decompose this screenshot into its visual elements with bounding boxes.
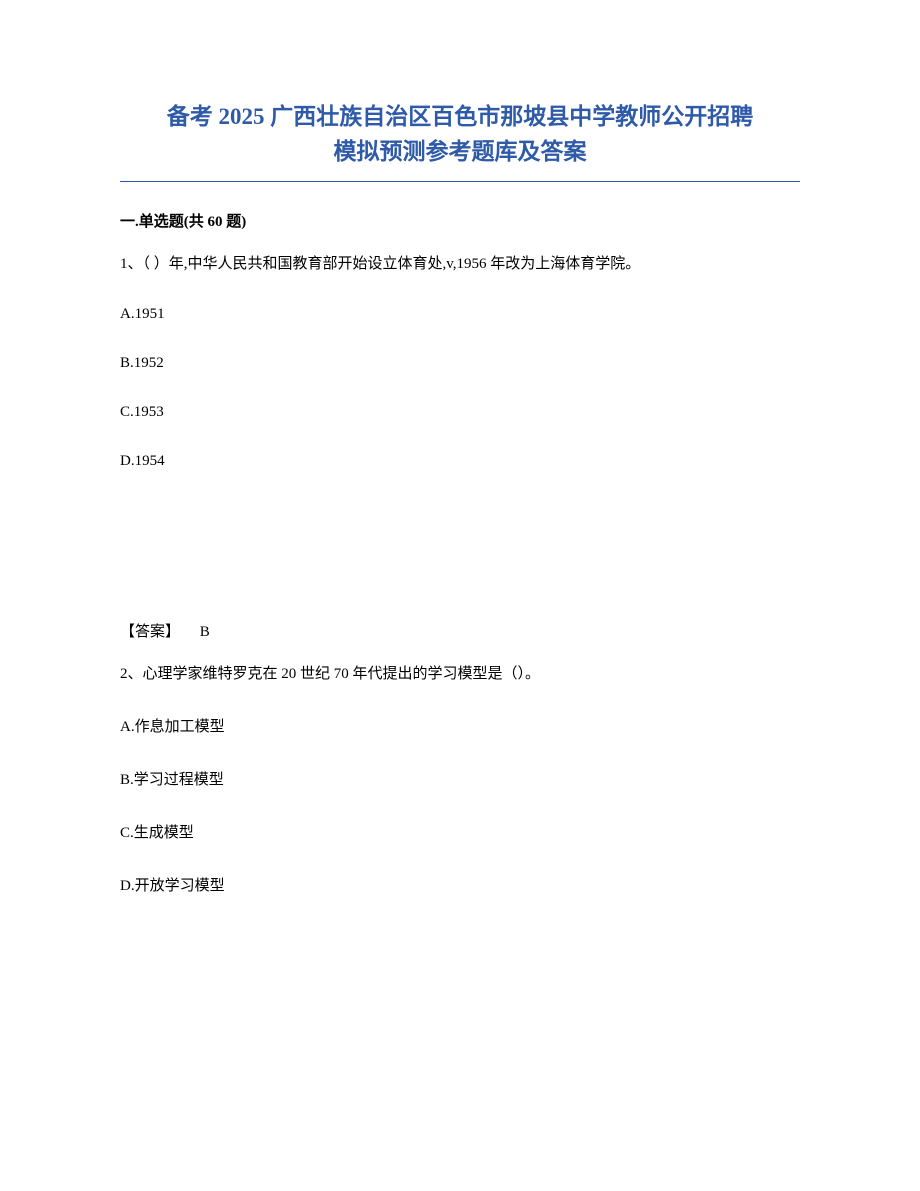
question-2-option-c: C.生成模型 — [120, 821, 800, 842]
answer-value: B — [200, 624, 210, 640]
question-1-option-d: D.1954 — [120, 453, 800, 470]
document-title: 备考 2025 广西壮族自治区百色市那坡县中学教师公开招聘 模拟预测参考题库及答… — [120, 100, 800, 182]
question-1-option-a: A.1951 — [120, 306, 800, 323]
question-1-text: 1、（ ）年,中华人民共和国教育部开始设立体育处,v,1956 年改为上海体育学… — [120, 253, 800, 276]
question-2-option-d: D.开放学习模型 — [120, 874, 800, 895]
question-2-option-b: B.学习过程模型 — [120, 768, 800, 789]
question-2-text: 2、心理学家维特罗克在 20 世纪 70 年代提出的学习模型是（）。 — [120, 663, 800, 686]
title-line-2: 模拟预测参考题库及答案 — [334, 139, 587, 164]
answer-label: 【答案】 — [120, 624, 180, 640]
title-line-1: 备考 2025 广西壮族自治区百色市那坡县中学教师公开招聘 — [167, 104, 754, 129]
question-1-answer: 【答案】 B — [120, 620, 800, 641]
question-1-option-c: C.1953 — [120, 404, 800, 421]
question-2-option-a: A.作息加工模型 — [120, 715, 800, 736]
question-1-option-b: B.1952 — [120, 355, 800, 372]
section-header: 一.单选题(共 60 题) — [120, 210, 800, 231]
